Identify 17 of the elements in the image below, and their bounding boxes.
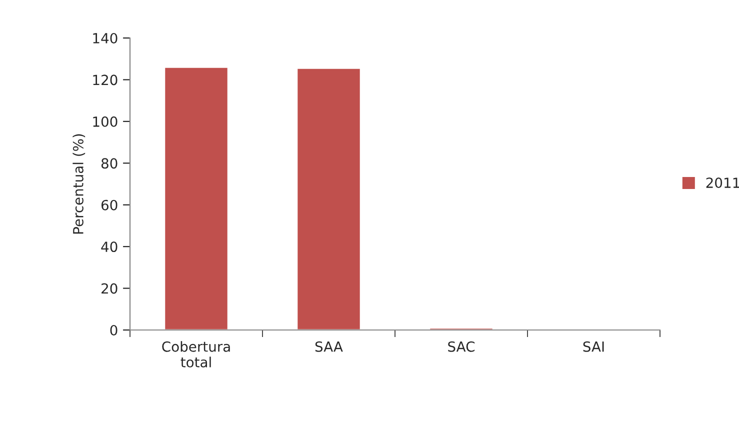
y-tick-label: 80 (101, 158, 118, 169)
y-tick-label: 120 (93, 74, 118, 86)
y-tick-label: 40 (101, 242, 118, 252)
y-axis-title: Percentual (%) (72, 134, 86, 234)
y-tick-label: 140 (93, 32, 118, 44)
y-tick-label: 20 (102, 283, 118, 294)
legend-label: 2011 (706, 178, 739, 188)
x-tick-label: Cobertura total (162, 341, 230, 368)
bar (164, 66, 229, 330)
x-tick-label: SAI (583, 341, 604, 352)
x-tick-label: SAC (448, 341, 475, 352)
bar (296, 68, 362, 330)
bar (428, 327, 494, 330)
y-tick-label: 100 (93, 116, 118, 127)
x-tick-label: SAA (315, 341, 343, 352)
y-tick-label: 0 (110, 324, 118, 336)
y-tick-label: 60 (101, 200, 118, 210)
